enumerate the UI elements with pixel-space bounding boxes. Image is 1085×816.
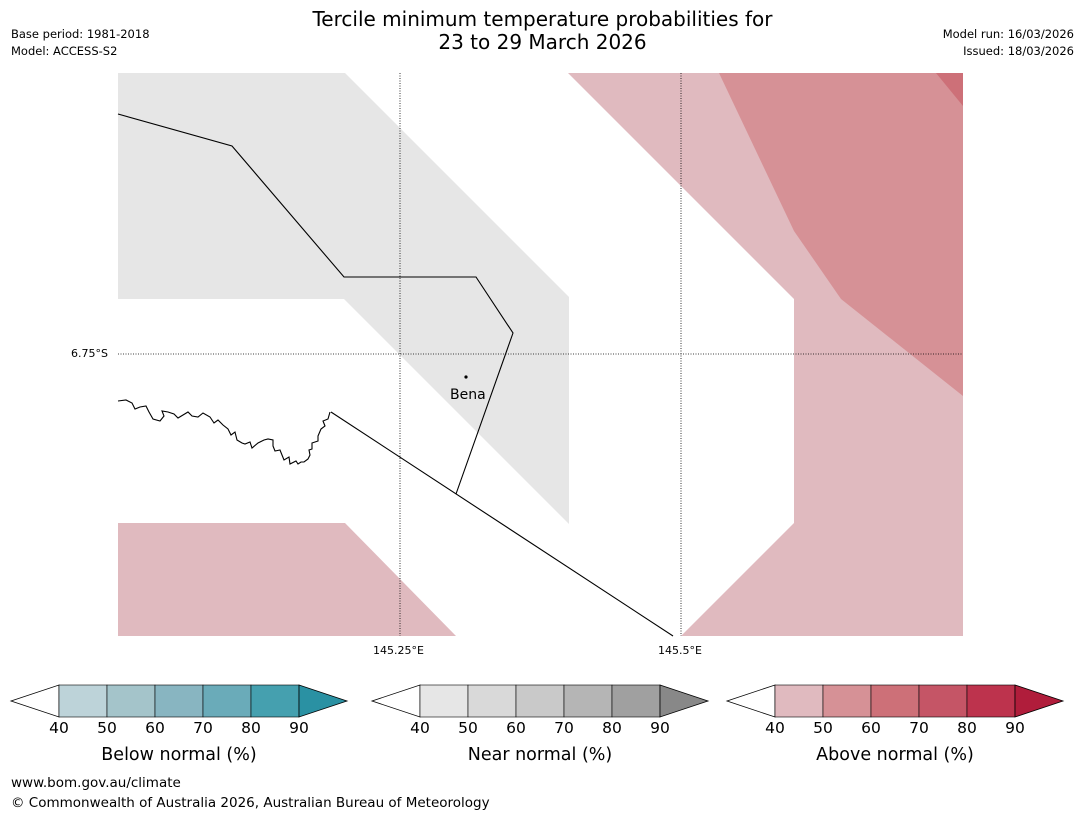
colorbar-below-segment [202, 684, 252, 718]
colorbar-above-tick: 70 [909, 719, 929, 737]
colorbar-below-tick: 40 [49, 719, 69, 737]
colorbar-above-tick: 40 [765, 719, 785, 737]
colorbar-below-segment [250, 684, 300, 718]
near-normal-region [118, 73, 569, 524]
colorbar-near-tick: 70 [554, 719, 574, 737]
colorbar-near-tick: 80 [602, 719, 622, 737]
footer-copyright: © Commonwealth of Australia 2026, Austra… [11, 795, 490, 811]
coastline-river [117, 399, 331, 465]
colorbar-below [9, 684, 349, 718]
colorbar-near-tick: 60 [506, 719, 526, 737]
colorbar-below-tick: 60 [145, 719, 165, 737]
town-marker [464, 375, 468, 379]
colorbar-below-segment [154, 684, 204, 718]
colorbar-below-segment [106, 684, 156, 718]
footer-url: www.bom.gov.au/climate [11, 775, 181, 791]
meta-right: Model run: 16/03/2026 Issued: 18/03/2026 [943, 26, 1074, 60]
model-name: Model: ACCESS-S2 [11, 44, 118, 58]
lon-label-145-5: 145.5°E [658, 644, 702, 657]
above-normal-region-60-70 [936, 73, 963, 106]
meta-left: Base period: 1981-2018 Model: ACCESS-S2 [11, 26, 150, 60]
colorbar-near [370, 684, 710, 718]
colorbar-near-tick: 50 [458, 719, 478, 737]
title-line-1: Tercile minimum temperature probabilitie… [312, 7, 773, 31]
colorbar-below-segment [58, 684, 108, 718]
colorbar-above-caption: Above normal (%) [816, 745, 974, 765]
colorbar-below-caption: Below normal (%) [101, 745, 257, 765]
colorbar-near-segment [515, 684, 565, 718]
chart-title: Tercile minimum temperature probabilitie… [0, 8, 1085, 54]
colorbar-above-under-triangle [725, 684, 776, 718]
colorbar-near-segment [467, 684, 517, 718]
colorbar-near-segment [563, 684, 613, 718]
colorbar-below-tick: 50 [97, 719, 117, 737]
colorbar-above-segment [966, 684, 1016, 718]
district-boundary-south [330, 411, 674, 637]
colorbar-near-tick: 90 [650, 719, 670, 737]
colorbar-above-tick: 60 [861, 719, 881, 737]
colorbar-above-segment [774, 684, 824, 718]
town-label: Bena [450, 387, 486, 403]
colorbar-above-segment [918, 684, 968, 718]
colorbar-below-under-triangle [9, 684, 60, 718]
map-area [117, 73, 963, 637]
above-normal-region-bottom-left [118, 523, 456, 636]
colorbar-near-caption: Near normal (%) [467, 745, 613, 765]
colorbar-below-over-triangle [298, 684, 349, 718]
colorbar-above-segment [822, 684, 872, 718]
lon-label-145-25: 145.25°E [373, 644, 424, 657]
colorbar-near-tick: 40 [410, 719, 430, 737]
colorbar-near-segment [419, 684, 469, 718]
district-boundary [117, 113, 514, 495]
model-run: Model run: 16/03/2026 [942, 27, 1074, 41]
colorbar-below-tick: 70 [193, 719, 213, 737]
issued-date: Issued: 18/03/2026 [963, 44, 1074, 58]
colorbar-near-over-triangle [659, 684, 710, 718]
lat-label: 6.75°S [71, 347, 108, 360]
colorbar-above [725, 684, 1065, 718]
colorbar-above-segment [870, 684, 920, 718]
colorbar-above-tick: 50 [813, 719, 833, 737]
colorbar-above-over-triangle [1014, 684, 1065, 718]
colorbar-above-tick: 80 [957, 719, 977, 737]
colorbar-near-segment [611, 684, 661, 718]
base-period: Base period: 1981-2018 [11, 27, 150, 41]
colorbar-below-tick: 80 [241, 719, 261, 737]
colorbar-near-under-triangle [370, 684, 421, 718]
above-normal-region-50-60 [719, 73, 963, 396]
title-line-2: 23 to 29 March 2026 [438, 30, 647, 54]
colorbar-above-tick: 90 [1005, 719, 1025, 737]
colorbar-below-tick: 90 [289, 719, 309, 737]
